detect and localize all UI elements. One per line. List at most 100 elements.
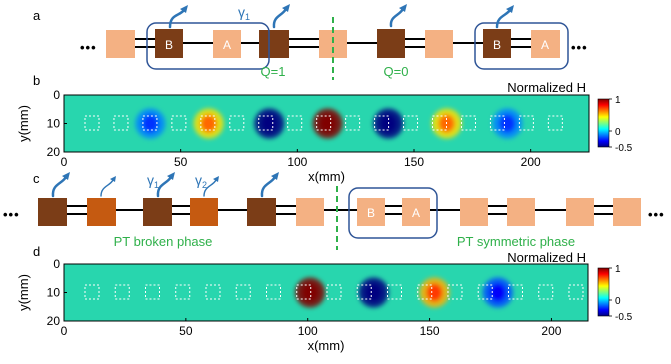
colorbar-b	[597, 98, 610, 148]
neutral-site-b	[357, 198, 385, 226]
unit-cell-frame	[146, 22, 270, 70]
site-outline	[84, 284, 100, 300]
site-outline	[205, 284, 221, 300]
gain-site	[259, 30, 289, 58]
panel-letter-c: c	[33, 171, 40, 186]
emission-arrow-icon	[260, 175, 277, 198]
site-outline	[84, 115, 100, 131]
x-tick-label: 200	[541, 324, 561, 338]
site-outline	[144, 284, 160, 300]
site-outline	[316, 115, 332, 131]
panel-letter-d: d	[33, 244, 40, 259]
site-outline	[518, 115, 534, 131]
neutral-site	[566, 198, 594, 226]
site-outline	[229, 115, 245, 131]
charge-label-right: Q=0	[384, 64, 409, 79]
charge-label-left: Q=1	[261, 64, 286, 79]
neutral-site	[296, 198, 324, 226]
neutral-site-a	[402, 198, 430, 226]
site-outline	[460, 115, 476, 131]
x-tick-label: 50	[174, 155, 188, 169]
site-label-b: B	[165, 38, 173, 52]
unit-cell-frame	[348, 187, 438, 239]
panel-c: c ••• ••• B A	[3, 171, 665, 250]
site-outline	[200, 115, 216, 131]
pt-broken-label: PT broken phase	[114, 234, 213, 249]
site-outline	[374, 115, 390, 131]
gamma2-label: γ2	[195, 172, 207, 190]
right-ellipsis: •••	[571, 40, 588, 55]
gain-site-b	[155, 29, 183, 58]
neutral-site-a	[213, 30, 241, 58]
gain-site	[377, 29, 405, 58]
field-hotspot-core	[489, 283, 506, 302]
gamma1-label: γ1	[147, 172, 159, 190]
left-ellipsis: •••	[3, 207, 20, 222]
y-tick-label: 0	[53, 257, 60, 271]
emission-arrow-icon	[100, 179, 114, 197]
site-outline	[296, 284, 312, 300]
emission-arrow-icon	[389, 7, 405, 28]
site-outline	[287, 115, 303, 131]
colorbar-tick-label: 0	[615, 127, 621, 138]
emission-arrow-icon	[156, 175, 173, 198]
site-outline	[114, 284, 130, 300]
gain-site-b	[483, 29, 511, 58]
site-outline	[386, 284, 402, 300]
site-outline	[356, 284, 372, 300]
x-tick-label: 150	[420, 324, 440, 338]
site-outline	[547, 115, 563, 131]
x-tick-label: 100	[298, 324, 318, 338]
colorbar-d	[597, 267, 610, 317]
field-hotspot-core	[365, 283, 382, 302]
site-outline	[175, 284, 191, 300]
x-tick-label: 150	[404, 155, 424, 169]
site-outline	[477, 284, 493, 300]
site-outline	[568, 284, 584, 300]
x-tick-label: 100	[287, 155, 307, 169]
site-label-a: A	[541, 38, 549, 52]
site-label-a: A	[412, 206, 420, 220]
y-tick-label: 10	[47, 286, 61, 300]
panel-letter-a: a	[33, 8, 41, 23]
site-outline	[403, 115, 419, 131]
emission-arrow-icon	[495, 8, 512, 29]
site-outline	[258, 115, 274, 131]
panel-a: a ••• ••• B A B A	[33, 4, 588, 80]
site-label-a: A	[223, 38, 231, 52]
panel-letter-b: b	[33, 73, 40, 88]
field-hotspot-core	[200, 114, 217, 133]
neutral-site-a	[531, 30, 560, 58]
y-tick-label: 0	[53, 88, 60, 102]
pt-symmetric-label: PT symmetric phase	[457, 234, 575, 249]
site-outline	[345, 115, 361, 131]
weak-gain-site	[190, 198, 218, 226]
site-outline	[507, 284, 523, 300]
field-hotspot-core	[302, 283, 319, 302]
map-title-b: Normalized H	[507, 80, 586, 95]
weak-gain-site	[87, 198, 116, 226]
right-ellipsis: •••	[648, 207, 665, 222]
neutral-site	[319, 30, 347, 58]
field-hotspot-core	[426, 283, 443, 302]
gain-site	[38, 198, 67, 226]
emission-arrow-icon	[272, 7, 288, 29]
site-label-b: B	[493, 38, 501, 52]
y-axis-label: y(mm)	[16, 105, 31, 142]
site-outline	[113, 115, 129, 131]
colorbar-tick-label: -0.5	[615, 143, 633, 154]
colorbar-tick-label: 1	[615, 264, 621, 275]
lattice-chain-a	[135, 38, 531, 48]
heatmap-d	[63, 263, 589, 322]
heatmap-b	[63, 94, 590, 153]
gamma1-label: γ1	[238, 4, 250, 22]
x-tick-label: 200	[521, 155, 541, 169]
site-outline	[235, 284, 251, 300]
site-outline	[326, 284, 342, 300]
map-title-d: Normalized H	[507, 250, 586, 265]
site-outline	[447, 284, 463, 300]
site-outline	[417, 284, 433, 300]
x-tick-label: 50	[179, 324, 193, 338]
field-hotspot-core	[499, 114, 516, 133]
